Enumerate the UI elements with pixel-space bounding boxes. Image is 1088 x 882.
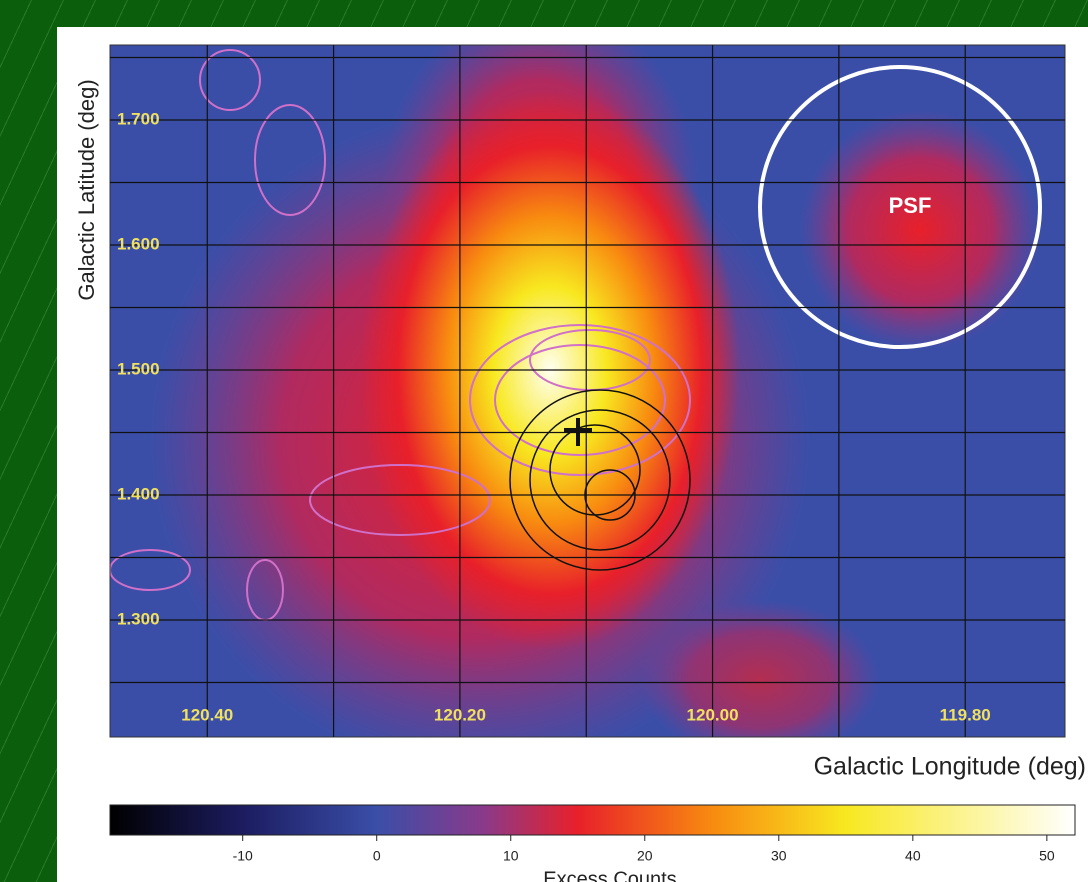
colorbar-tick-label: 10 <box>503 848 519 864</box>
y-tick-label: 1.500 <box>117 359 160 378</box>
y-axis-label: Galactic Latitude (deg) <box>74 79 99 300</box>
colorbar-tick-label: 20 <box>637 848 653 864</box>
colorbar-tick-label: 50 <box>1039 848 1055 864</box>
colorbar-tick-label: 0 <box>373 848 381 864</box>
x-tick-label: 119.80 <box>940 705 991 724</box>
x-tick-label: 120.20 <box>434 705 486 724</box>
psf-label: PSF <box>889 193 932 218</box>
colorbar-tick-label: -10 <box>233 848 253 864</box>
x-tick-label: 120.40 <box>181 705 233 724</box>
colorbar-tick-label: 40 <box>905 848 921 864</box>
y-tick-label: 1.600 <box>117 234 160 253</box>
y-tick-label: 1.300 <box>117 609 160 628</box>
colorbar <box>110 805 1075 835</box>
x-tick-label: 120.00 <box>687 705 739 724</box>
colorbar-tick-label: 30 <box>771 848 787 864</box>
y-tick-label: 1.700 <box>117 109 160 128</box>
colorbar-label: Excess Counts <box>543 868 676 882</box>
figure: PSF Galactic Latitude (deg) Galactic Lon… <box>0 0 1088 882</box>
y-tick-label: 1.400 <box>117 484 160 503</box>
x-axis-label: Galactic Longitude (deg) <box>814 753 1086 781</box>
map: PSF <box>110 0 1065 770</box>
